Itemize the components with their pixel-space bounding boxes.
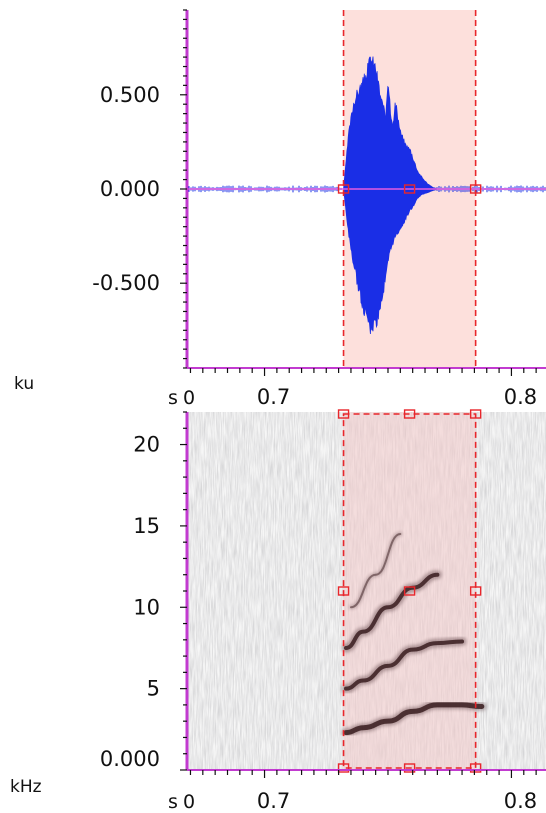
harmonic-trace [344,572,440,650]
selection-box [342,413,477,769]
y-tick-label: 0.000 [100,747,160,771]
selection-handle[interactable] [337,184,350,194]
harmonic-trace [349,533,402,609]
x-axis-unit-label: s [168,387,178,409]
selection-handle[interactable] [337,763,350,773]
x-origin-label: 0 [183,791,195,813]
y-tick-label: 0.000 [100,177,160,201]
selection-handle[interactable] [403,184,416,194]
selection-handle[interactable] [403,409,416,419]
harmonic-band [341,636,467,694]
y-tick-label: 15 [133,514,160,538]
x-axis-unit-label: s [168,791,178,813]
spectrogram-panel: 20 15 10 5 0.000 kHz s 0 0.7 0.8 [10,409,546,813]
waveform-panel: 0.500 0.000 -0.500 ku s 0 0.7 0.8 [14,9,546,409]
y-tick-label: -0.500 [92,271,160,295]
x-tick-label: 0.7 [257,789,290,813]
selection-handle[interactable] [403,763,416,773]
y-tick-label: 10 [133,595,160,619]
x-tick-label: 0.8 [504,789,537,813]
spectrogram-image [188,412,546,770]
harmonic-band [341,700,487,738]
y-axis-unit-label: ku [14,374,34,394]
harmonic-trace [343,702,485,736]
x-origin-label: 0 [183,387,195,409]
harmonic-band [341,570,442,653]
y-axis-unit-label: kHz [10,777,42,797]
selection-handle[interactable] [337,409,350,419]
harmonic-trace [344,639,465,691]
x-tick-label: 0.7 [257,385,290,409]
y-tick-label: 20 [133,433,160,457]
selection-handle[interactable] [469,184,482,194]
y-tick-label: 5 [147,677,160,701]
selection-handle[interactable] [403,586,416,596]
selection-handle[interactable] [469,409,482,419]
y-tick-label: 0.500 [100,83,160,107]
selection-handle[interactable] [337,586,350,596]
x-tick-label: 0.8 [504,385,537,409]
harmonic-band [348,532,403,610]
selection-handle[interactable] [469,586,482,596]
selection-handle[interactable] [469,763,482,773]
